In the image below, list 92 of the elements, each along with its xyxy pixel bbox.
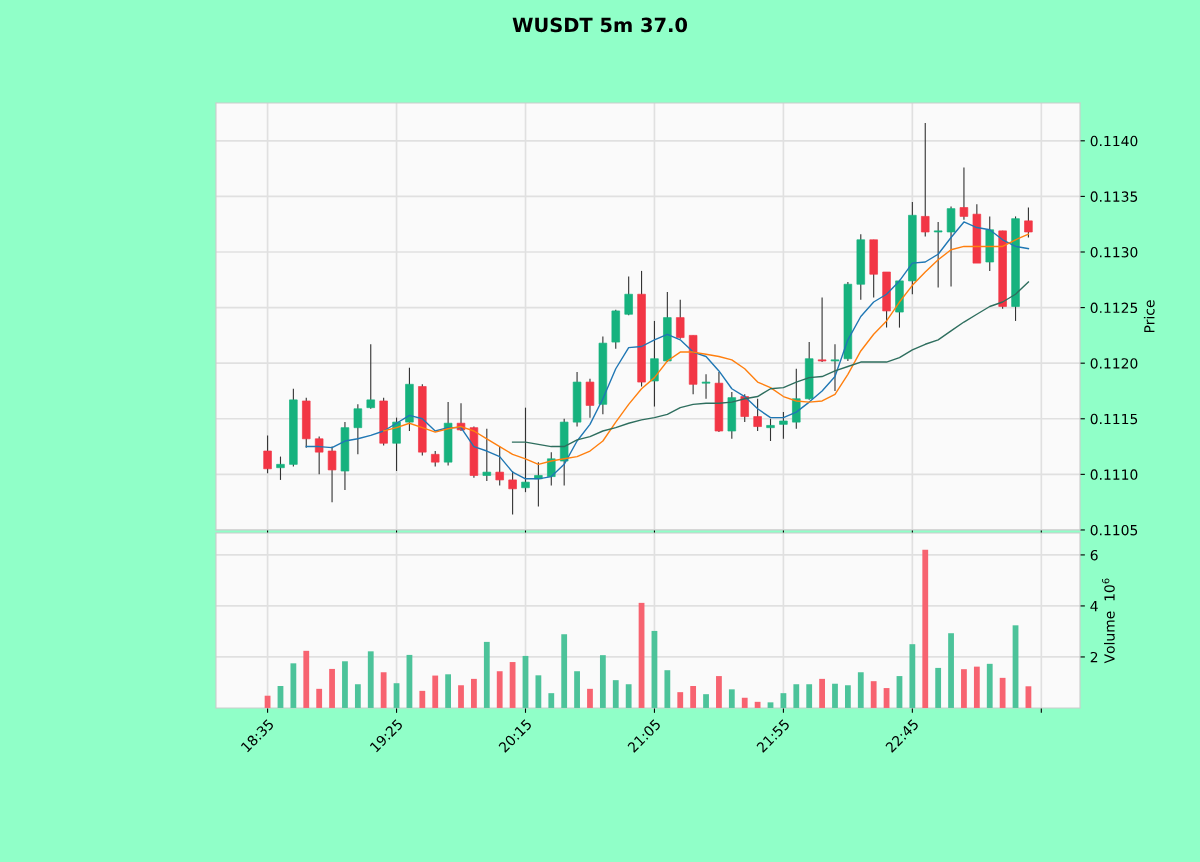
bar (909, 644, 916, 708)
bar (329, 668, 335, 708)
bar (793, 684, 800, 708)
candlestick (585, 378, 595, 419)
candlestick (508, 470, 517, 515)
bar (342, 661, 348, 708)
candlestick (650, 320, 659, 408)
y-axis-title: Price (1143, 300, 1155, 333)
bar (587, 688, 593, 708)
bar (754, 701, 761, 708)
bar (690, 686, 697, 708)
bar (574, 671, 580, 708)
bar (948, 633, 954, 708)
bar (870, 681, 877, 708)
candlestick (740, 393, 749, 423)
candlestick (921, 122, 930, 237)
bar (857, 672, 864, 708)
candlestick (392, 417, 401, 472)
candlestick (1024, 206, 1033, 239)
bar (703, 694, 709, 708)
y-tick-label: 0.1130 (1090, 246, 1138, 258)
bar (832, 683, 838, 708)
bar (419, 690, 426, 708)
candlestick (263, 434, 272, 474)
bar (290, 663, 297, 708)
bar (509, 662, 516, 708)
bar (806, 684, 813, 708)
bar (432, 675, 439, 708)
bar (445, 674, 452, 708)
candlestick (830, 343, 840, 392)
bar (961, 669, 967, 708)
bar (354, 684, 361, 708)
candlestick (353, 403, 363, 455)
candlestick (817, 297, 827, 363)
bar (677, 692, 684, 708)
candlestick (933, 221, 943, 289)
bar (548, 693, 555, 708)
bar (496, 671, 503, 708)
line-series (305, 221, 1030, 480)
bar (535, 675, 542, 708)
y-tick-label: 0.1140 (1090, 135, 1138, 147)
candlestick (314, 436, 324, 475)
candlestick (766, 418, 775, 442)
candlestick (753, 398, 762, 432)
bar (741, 697, 748, 708)
bar (986, 663, 993, 708)
bar (561, 634, 568, 708)
bar (664, 670, 671, 708)
candlestick (701, 373, 711, 400)
y-axis-title: Volume 10$^{6}$ (1102, 578, 1115, 664)
chart-title: WUSDT 5m 37.0 (512, 17, 688, 33)
bar (819, 678, 825, 708)
y-tick-label: 0.1125 (1090, 302, 1138, 314)
candlestick (366, 343, 375, 410)
bar (303, 650, 310, 708)
bar (716, 676, 722, 708)
candlestick (779, 411, 788, 440)
y-tick-label: 2 (1090, 651, 1098, 663)
candlestick (946, 205, 956, 288)
bar (483, 641, 490, 708)
candlestick (624, 275, 633, 316)
candlestick (482, 428, 492, 482)
candlestick (495, 446, 504, 487)
bar (599, 655, 606, 708)
bar (625, 684, 632, 708)
candlestick (676, 299, 685, 340)
y-tick-label: 0.1110 (1090, 469, 1138, 480)
y-tick-label: 0.1105 (1090, 524, 1138, 536)
candlestick (327, 446, 337, 503)
candlestick (521, 407, 530, 493)
bar (922, 549, 929, 708)
bar (935, 667, 942, 708)
bar (367, 651, 374, 708)
bar (316, 688, 323, 708)
bar (612, 680, 619, 708)
candlestick (959, 166, 969, 221)
bar (471, 678, 477, 708)
bar (973, 666, 980, 708)
y-tick-label: 0.1135 (1090, 191, 1138, 202)
y-tick-label: 6 (1090, 549, 1098, 561)
candlestick (276, 456, 285, 481)
bar (844, 685, 851, 708)
bar (767, 702, 774, 708)
y-tick-label: 0.1120 (1090, 358, 1138, 369)
line-series (511, 281, 1030, 448)
y-tick-label: 4 (1090, 601, 1098, 612)
bar (380, 672, 387, 708)
bar (458, 685, 464, 708)
candlestick (792, 368, 801, 430)
y-tick-label: 0.1115 (1090, 413, 1138, 425)
bar (999, 677, 1006, 708)
bar (728, 689, 735, 708)
